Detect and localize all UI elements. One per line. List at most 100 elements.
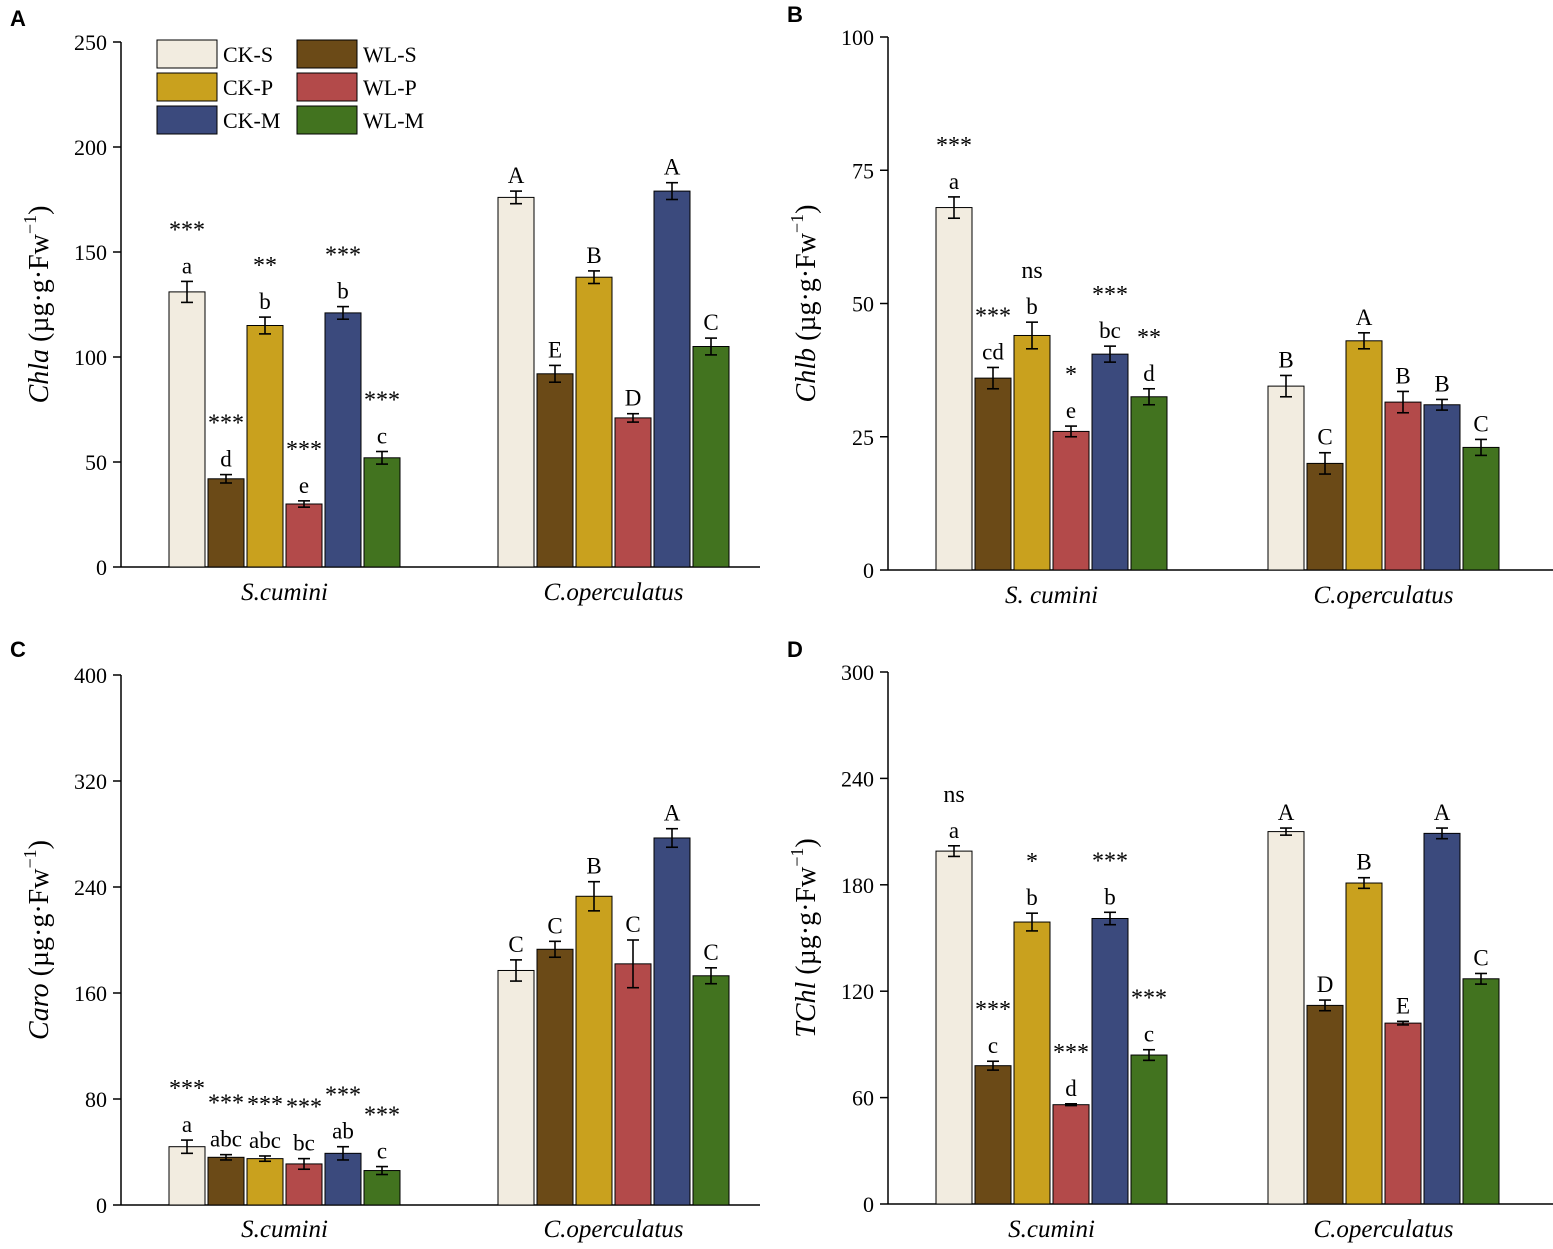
legend-label: CK-M — [223, 108, 280, 133]
y-tick-label: 0 — [863, 558, 874, 583]
significance-star: *** — [975, 303, 1011, 329]
bar-ck-p-cat2 — [575, 276, 613, 568]
y-axis-label: Caro (µg·g·Fw−1) — [20, 840, 55, 1040]
bar-ck-p-cat2 — [1345, 882, 1383, 1205]
significance-letter: E — [548, 337, 562, 362]
significance-letter: B — [586, 243, 601, 268]
panel-letter: A — [10, 6, 26, 31]
significance-letter: C — [1473, 411, 1488, 436]
bar-wl-p-cat2 — [614, 963, 652, 1206]
bar-wl-p-cat2 — [614, 417, 652, 568]
significance-letter: b — [1026, 294, 1038, 319]
bar-wl-s-cat1 — [974, 377, 1012, 571]
significance-star: * — [1065, 362, 1077, 388]
significance-letter: b — [1104, 884, 1116, 909]
bar-ck-m-cat2 — [653, 190, 691, 568]
significance-letter: B — [1395, 363, 1410, 388]
bar-wl-m-cat2 — [692, 975, 730, 1206]
bar-ck-p-cat2 — [1345, 340, 1383, 571]
bar-wl-s-cat1 — [974, 1065, 1012, 1205]
bar-ck-s-cat1 — [168, 1146, 206, 1206]
legend-label: CK-S — [223, 42, 273, 67]
bar-ck-s-cat1 — [935, 850, 973, 1205]
significance-star: *** — [286, 437, 322, 463]
bar-ck-s-cat2 — [497, 196, 535, 568]
panel-letter: B — [787, 2, 803, 27]
legend-swatch — [156, 72, 218, 102]
significance-letter: c — [1144, 1022, 1154, 1047]
significance-star: *** — [975, 997, 1011, 1023]
y-tick-label: 150 — [74, 240, 107, 265]
bar-wl-p-cat2 — [1384, 1022, 1422, 1205]
bar-ck-m-cat2 — [1423, 404, 1461, 571]
bar-wl-s-cat2 — [1306, 1004, 1344, 1205]
significance-letter: C — [508, 932, 523, 957]
bar-wl-m-cat1 — [1130, 396, 1168, 571]
significance-star: ** — [253, 253, 277, 279]
legend-label: WL-S — [363, 42, 417, 67]
bar-wl-p-cat1 — [1052, 1104, 1090, 1205]
category-label: C.operculatus — [543, 579, 683, 606]
legend-label: WL-P — [363, 75, 417, 100]
bar-ck-s-cat1 — [168, 291, 206, 568]
legend-swatch — [296, 72, 358, 102]
significance-star: *** — [247, 1092, 283, 1118]
y-tick-label: 300 — [841, 660, 874, 685]
bar-ck-m-cat2 — [1423, 832, 1461, 1205]
legend-swatch — [296, 105, 358, 135]
bar-ck-m-cat1 — [1091, 353, 1129, 571]
significance-letter: a — [182, 253, 192, 278]
bar-ck-s-cat2 — [497, 969, 535, 1206]
legend-swatch — [156, 39, 218, 69]
significance-star: ** — [1137, 325, 1161, 351]
bar-ck-s-cat1 — [935, 207, 973, 571]
significance-letter: C — [547, 913, 562, 938]
significance-letter: E — [1396, 993, 1410, 1018]
significance-letter: B — [1356, 850, 1371, 875]
bar-ck-m-cat1 — [324, 1152, 362, 1206]
category-label: S. cumini — [1005, 582, 1098, 609]
significance-letter: A — [664, 155, 681, 180]
significance-letter: c — [377, 424, 387, 449]
significance-letter: d — [1143, 361, 1155, 386]
y-tick-label: 240 — [74, 875, 107, 900]
panel-D: D 0 60 120 180 240 300 TChl (µg·g·Fw−1) a ns c *** b… — [787, 637, 1553, 1243]
category-label: C.operculatus — [1313, 1216, 1453, 1243]
bar-wl-s-cat1 — [207, 1156, 245, 1206]
category-label: S.cumini — [1008, 1216, 1095, 1243]
significance-letter: C — [1317, 425, 1332, 450]
significance-letter: D — [1317, 972, 1334, 997]
significance-star: *** — [208, 411, 244, 437]
y-tick-label: 250 — [74, 30, 107, 55]
significance-star: *** — [286, 1095, 322, 1121]
significance-star: *** — [364, 388, 400, 414]
y-tick-label: 120 — [841, 979, 874, 1004]
significance-letter: A — [1356, 305, 1373, 330]
bar-ck-s-cat2 — [1267, 385, 1305, 571]
legend-swatch — [296, 39, 358, 69]
y-axis-label: TChl (µg·g·Fw−1) — [787, 838, 822, 1037]
y-tick-label: 100 — [841, 25, 874, 50]
legend-label: WL-M — [363, 108, 424, 133]
significance-letter: B — [1278, 347, 1293, 372]
significance-letter: a — [949, 169, 959, 194]
significance-star: *** — [169, 1076, 205, 1102]
significance-letter: C — [703, 310, 718, 335]
bar-wl-s-cat1 — [207, 478, 245, 568]
y-tick-label: 240 — [841, 766, 874, 791]
significance-letter: e — [299, 473, 309, 498]
significance-letter: a — [182, 1112, 192, 1137]
bar-wl-s-cat2 — [536, 373, 574, 568]
significance-letter: b — [337, 279, 349, 304]
significance-letter: ab — [332, 1119, 354, 1144]
y-tick-label: 50 — [85, 450, 107, 475]
significance-letter: A — [1434, 800, 1451, 825]
significance-letter: D — [625, 386, 642, 411]
significance-star: *** — [208, 1091, 244, 1117]
y-tick-label: 180 — [841, 873, 874, 898]
y-axis-label: Chla (µg·g·Fw−1) — [20, 206, 55, 404]
category-label: S.cumini — [241, 1216, 328, 1243]
bar-ck-s-cat2 — [1267, 831, 1305, 1205]
